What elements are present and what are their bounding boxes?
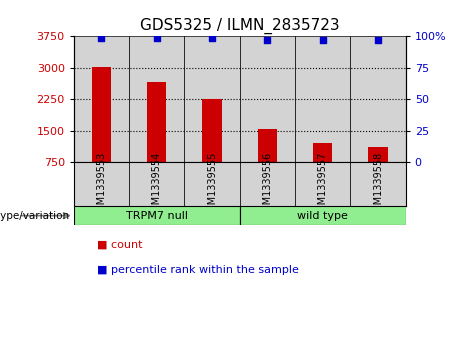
Point (153, 34, 160, 40)
Bar (184, 162, 240, 206)
Bar (202, 99, 222, 162)
Text: GSM1339558: GSM1339558 (373, 151, 383, 217)
Text: GSM1339556: GSM1339556 (262, 151, 272, 217)
Bar (184, 36, 240, 162)
Bar (240, 206, 406, 225)
Bar (295, 36, 350, 162)
Bar (74, 162, 129, 206)
Text: TRPM7 null: TRPM7 null (126, 211, 188, 221)
Text: wild type: wild type (297, 211, 348, 221)
Text: GSM1339553: GSM1339553 (96, 151, 106, 217)
Bar (240, 162, 295, 206)
Text: ■ percentile rank within the sample: ■ percentile rank within the sample (97, 265, 299, 275)
Text: GSM1339554: GSM1339554 (152, 151, 162, 217)
Text: GSM1339557: GSM1339557 (318, 151, 328, 217)
Text: ■ count: ■ count (97, 240, 142, 250)
Bar (368, 147, 388, 162)
Bar (295, 162, 350, 206)
Point (264, 37, 271, 43)
Bar (129, 36, 184, 162)
Bar (74, 36, 129, 162)
Bar (313, 143, 332, 162)
Bar (147, 82, 166, 162)
Bar (74, 206, 240, 225)
Bar (129, 162, 184, 206)
Bar (258, 130, 277, 162)
Bar (240, 36, 295, 162)
Bar (92, 67, 111, 162)
Bar (350, 162, 406, 206)
Bar (350, 36, 406, 162)
Title: GDS5325 / ILMN_2835723: GDS5325 / ILMN_2835723 (140, 17, 340, 33)
Text: GSM1339555: GSM1339555 (207, 151, 217, 217)
Point (98, 34, 105, 40)
Text: genotype/variation: genotype/variation (0, 211, 69, 221)
Point (208, 34, 216, 40)
Point (319, 37, 326, 43)
Point (374, 37, 382, 43)
